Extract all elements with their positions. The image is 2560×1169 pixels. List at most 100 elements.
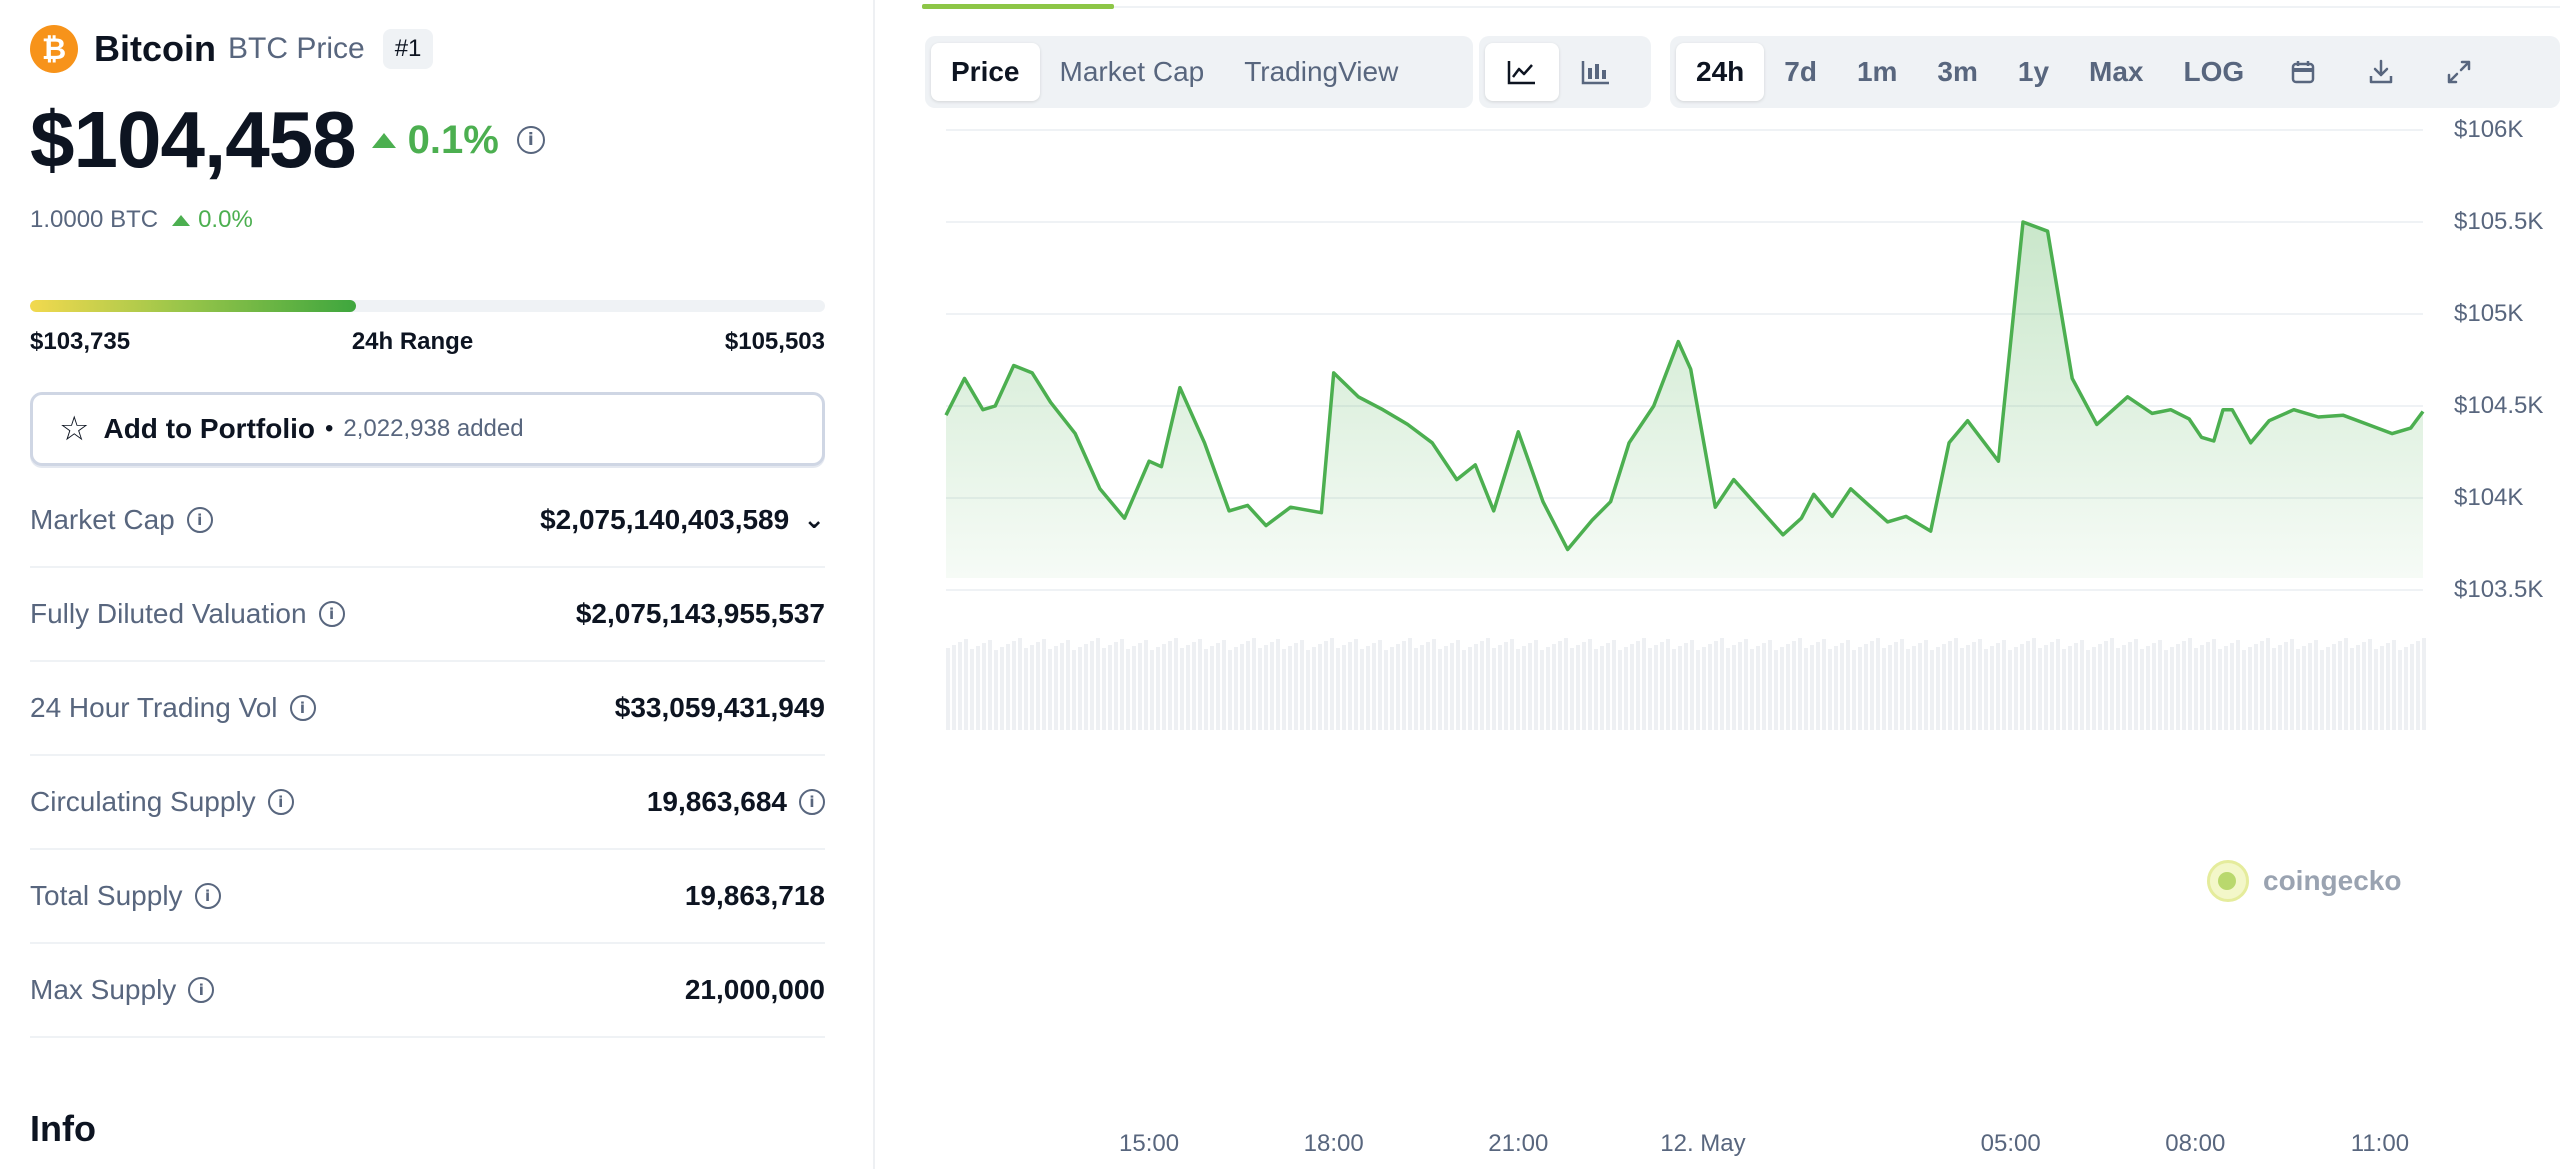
volume-bar — [1360, 649, 1364, 730]
volume-bar — [1462, 650, 1466, 730]
volume-bar — [982, 643, 986, 730]
stat-row-volume: 24 Hour Trading Vol i $33,059,431,949 — [30, 662, 825, 756]
volume-bar — [2152, 643, 2156, 730]
volume-bar — [1186, 645, 1190, 730]
volume-bar — [2290, 639, 2294, 730]
volume-bar — [976, 646, 980, 730]
timeframe-3m[interactable]: 3m — [1937, 56, 1978, 87]
volume-bar — [2062, 649, 2066, 730]
volume-bar — [1144, 640, 1148, 730]
stat-row-total-supply: Total Supply i 19,863,718 — [30, 850, 825, 944]
volume-bar — [1768, 640, 1772, 730]
volume-bar — [1276, 639, 1280, 730]
tab-price[interactable]: Price — [931, 43, 1040, 101]
volume-bar — [1564, 638, 1568, 730]
volume-bar — [2230, 643, 2234, 730]
timeframe-tabs: 24h 7d 1m 3m 1y Max LOG — [1670, 36, 2560, 108]
volume-bar — [1012, 641, 1016, 730]
price-chart[interactable]: $106K $105.5K $105K $104.5K $104K $103.5K 15:… — [877, 110, 2560, 1169]
volume-bar — [2338, 641, 2342, 730]
log-scale-toggle[interactable]: LOG — [2183, 56, 2245, 87]
volume-bar — [2194, 648, 2198, 730]
info-icon[interactable]: i — [188, 977, 215, 1003]
info-icon[interactable]: i — [267, 789, 294, 815]
volume-bar — [1252, 638, 1256, 730]
volume-bar — [2020, 644, 2024, 730]
candlestick-chart-icon[interactable] — [1559, 43, 1633, 101]
info-icon[interactable]: i — [799, 789, 825, 815]
chevron-down-icon[interactable]: ⌄ — [803, 505, 825, 535]
volume-bar — [1990, 646, 1994, 730]
volume-bar — [1534, 640, 1538, 730]
volume-bar — [2266, 638, 2270, 730]
volume-bar — [1090, 641, 1094, 730]
stat-value: 19,863,718 — [684, 880, 825, 911]
expand-icon[interactable] — [2420, 43, 2498, 101]
volume-bar — [1696, 650, 1700, 730]
volume-bar — [1852, 650, 1856, 730]
info-icon[interactable]: i — [186, 507, 213, 533]
volume-bar — [1918, 643, 1922, 730]
timeframe-7d[interactable]: 7d — [1784, 56, 1817, 87]
timeframe-24h[interactable]: 24h — [1676, 43, 1765, 101]
volume-bar — [1528, 643, 1532, 730]
volume-bar — [1654, 645, 1658, 730]
volume-bar — [2248, 647, 2252, 730]
volume-bar — [1510, 639, 1514, 730]
tab-market-cap[interactable]: Market Cap — [1059, 56, 1205, 87]
volume-bar — [2008, 650, 2012, 730]
volume-bar — [1666, 639, 1670, 730]
timeframe-1y[interactable]: 1y — [2017, 56, 2050, 87]
info-icon[interactable]: i — [318, 601, 345, 627]
volume-bar — [1492, 648, 1496, 730]
line-chart-icon[interactable] — [1485, 43, 1559, 101]
volume-bar — [1936, 647, 1940, 730]
chart-panel: Price Market Cap TradingView 24h 7d 1m 3… — [877, 0, 2560, 1169]
volume-bar — [1780, 647, 1784, 730]
info-icon[interactable]: i — [194, 883, 221, 909]
volume-bar — [2302, 646, 2306, 730]
volume-bar — [1264, 645, 1268, 730]
active-tab-indicator — [922, 4, 1114, 9]
volume-bar — [1174, 638, 1178, 730]
calendar-icon[interactable] — [2264, 43, 2342, 101]
volume-bar — [1228, 650, 1232, 730]
x-axis-tick-label: 08:00 — [2165, 1130, 2226, 1157]
volume-bar — [1444, 646, 1448, 730]
volume-bar — [1246, 641, 1250, 730]
volume-bar — [2314, 640, 2318, 730]
timeframe-1m[interactable]: 1m — [1856, 56, 1898, 87]
volume-bar — [2398, 650, 2402, 730]
x-axis-tick-label: 11:00 — [2350, 1130, 2410, 1157]
volume-bar — [1030, 645, 1034, 730]
tab-tradingview[interactable]: TradingView — [1244, 56, 1399, 87]
volume-bar — [2200, 645, 2204, 730]
volume-bar — [2188, 638, 2192, 730]
stat-label: Fully Diluted Valuation — [30, 598, 307, 629]
volume-bar — [1384, 650, 1388, 730]
volume-bar — [1348, 642, 1352, 730]
download-icon[interactable] — [2342, 43, 2420, 101]
24h-range-bar — [30, 300, 825, 312]
info-icon[interactable]: i — [516, 126, 545, 154]
volume-bar — [1684, 643, 1688, 730]
volume-bar — [1450, 643, 1454, 730]
volume-bar — [1048, 649, 1052, 730]
volume-bar — [1420, 645, 1424, 730]
volume-bar — [1606, 643, 1610, 730]
volume-bar — [2212, 639, 2216, 730]
add-to-portfolio-button[interactable]: ☆ Add to Portfolio • 2,022,938 added — [30, 392, 825, 466]
timeframe-max[interactable]: Max — [2089, 56, 2144, 87]
volume-bar — [1414, 648, 1418, 730]
volume-bar — [2206, 642, 2210, 730]
volume-bar — [1876, 638, 1880, 730]
volume-bar — [1582, 642, 1586, 730]
volume-bar — [1858, 647, 1862, 730]
volume-bar — [2026, 641, 2030, 730]
volume-bar — [1138, 643, 1142, 730]
info-icon[interactable]: i — [289, 695, 316, 721]
volume-bar — [1738, 642, 1742, 730]
volume-bar — [2416, 641, 2420, 730]
volume-bar — [1618, 650, 1622, 730]
volume-bar — [2344, 638, 2348, 730]
